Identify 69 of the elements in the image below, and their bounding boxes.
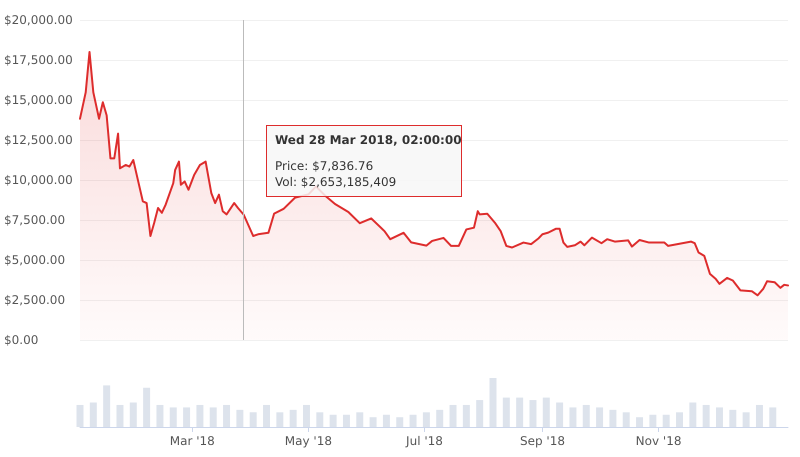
bar [636, 417, 644, 427]
bar [410, 414, 417, 427]
bar [236, 410, 244, 427]
bar [422, 412, 430, 427]
y-tick-label: $2,500.00 [4, 293, 66, 307]
bar [276, 412, 284, 427]
bar [490, 378, 496, 427]
bar [196, 404, 204, 427]
bar [582, 404, 590, 427]
bar [436, 410, 444, 427]
y-tick-label: $5,000.00 [4, 253, 66, 267]
bar [396, 417, 404, 427]
bar [729, 410, 736, 427]
bar [250, 412, 257, 427]
bar [90, 402, 97, 427]
bar [143, 388, 150, 427]
bar [476, 400, 484, 427]
annotation: Wed 28 Mar 2018, 02:00:00 Price: $7,836.76 Vol: $2,653,185,409 [275, 132, 462, 190]
y-tick-label: $7,500.00 [4, 213, 66, 227]
bar [662, 414, 670, 427]
bar [170, 407, 177, 427]
bar [76, 404, 84, 427]
y-tick-label: $20,000.00 [4, 13, 73, 27]
x-tick-label: Sep '18 [520, 434, 565, 448]
x-tick-label: May '18 [284, 434, 332, 448]
bar [316, 412, 324, 427]
bar [103, 385, 110, 427]
bar [342, 414, 350, 427]
bar [769, 407, 776, 427]
y-tick-label: $12,500.00 [4, 133, 73, 147]
bar [356, 412, 364, 427]
bar [462, 404, 470, 427]
bar [702, 404, 710, 427]
bar [756, 404, 763, 427]
bar [210, 407, 217, 427]
bar [370, 417, 377, 427]
bar [622, 412, 630, 427]
x-tick-label: Nov '18 [636, 434, 682, 448]
bar [502, 398, 510, 427]
bar [290, 410, 297, 427]
bar [130, 402, 137, 427]
y-tick-label: $17,500.00 [4, 53, 73, 67]
bar [116, 404, 124, 427]
bar [183, 407, 190, 427]
bar [302, 404, 310, 427]
y-tick-label: $0.00 [4, 333, 38, 347]
bar [542, 398, 550, 427]
bar [609, 410, 616, 427]
tooltip-box: Wed 28 Mar 2018, 02:00:00 Price: $7,836.76 Vol: $2,653,185,409 [266, 125, 462, 197]
bar [529, 400, 536, 427]
bar [450, 404, 457, 427]
bar [649, 414, 656, 427]
x-tick-label: Jul '18 [405, 434, 443, 448]
bar [156, 404, 164, 427]
bar [516, 398, 524, 427]
bar [596, 407, 604, 427]
bar [569, 407, 576, 427]
bar [223, 404, 230, 427]
bar [742, 412, 750, 427]
bar [330, 414, 337, 427]
bar [556, 402, 564, 427]
bar [382, 414, 390, 427]
bar [263, 404, 270, 427]
bar [676, 412, 684, 427]
y-tick-label: $15,000.00 [4, 93, 73, 107]
y-tick-label: $10,000.00 [4, 173, 73, 187]
bar [689, 402, 696, 427]
bar [716, 407, 723, 427]
x-tick-label: Mar '18 [170, 434, 215, 448]
